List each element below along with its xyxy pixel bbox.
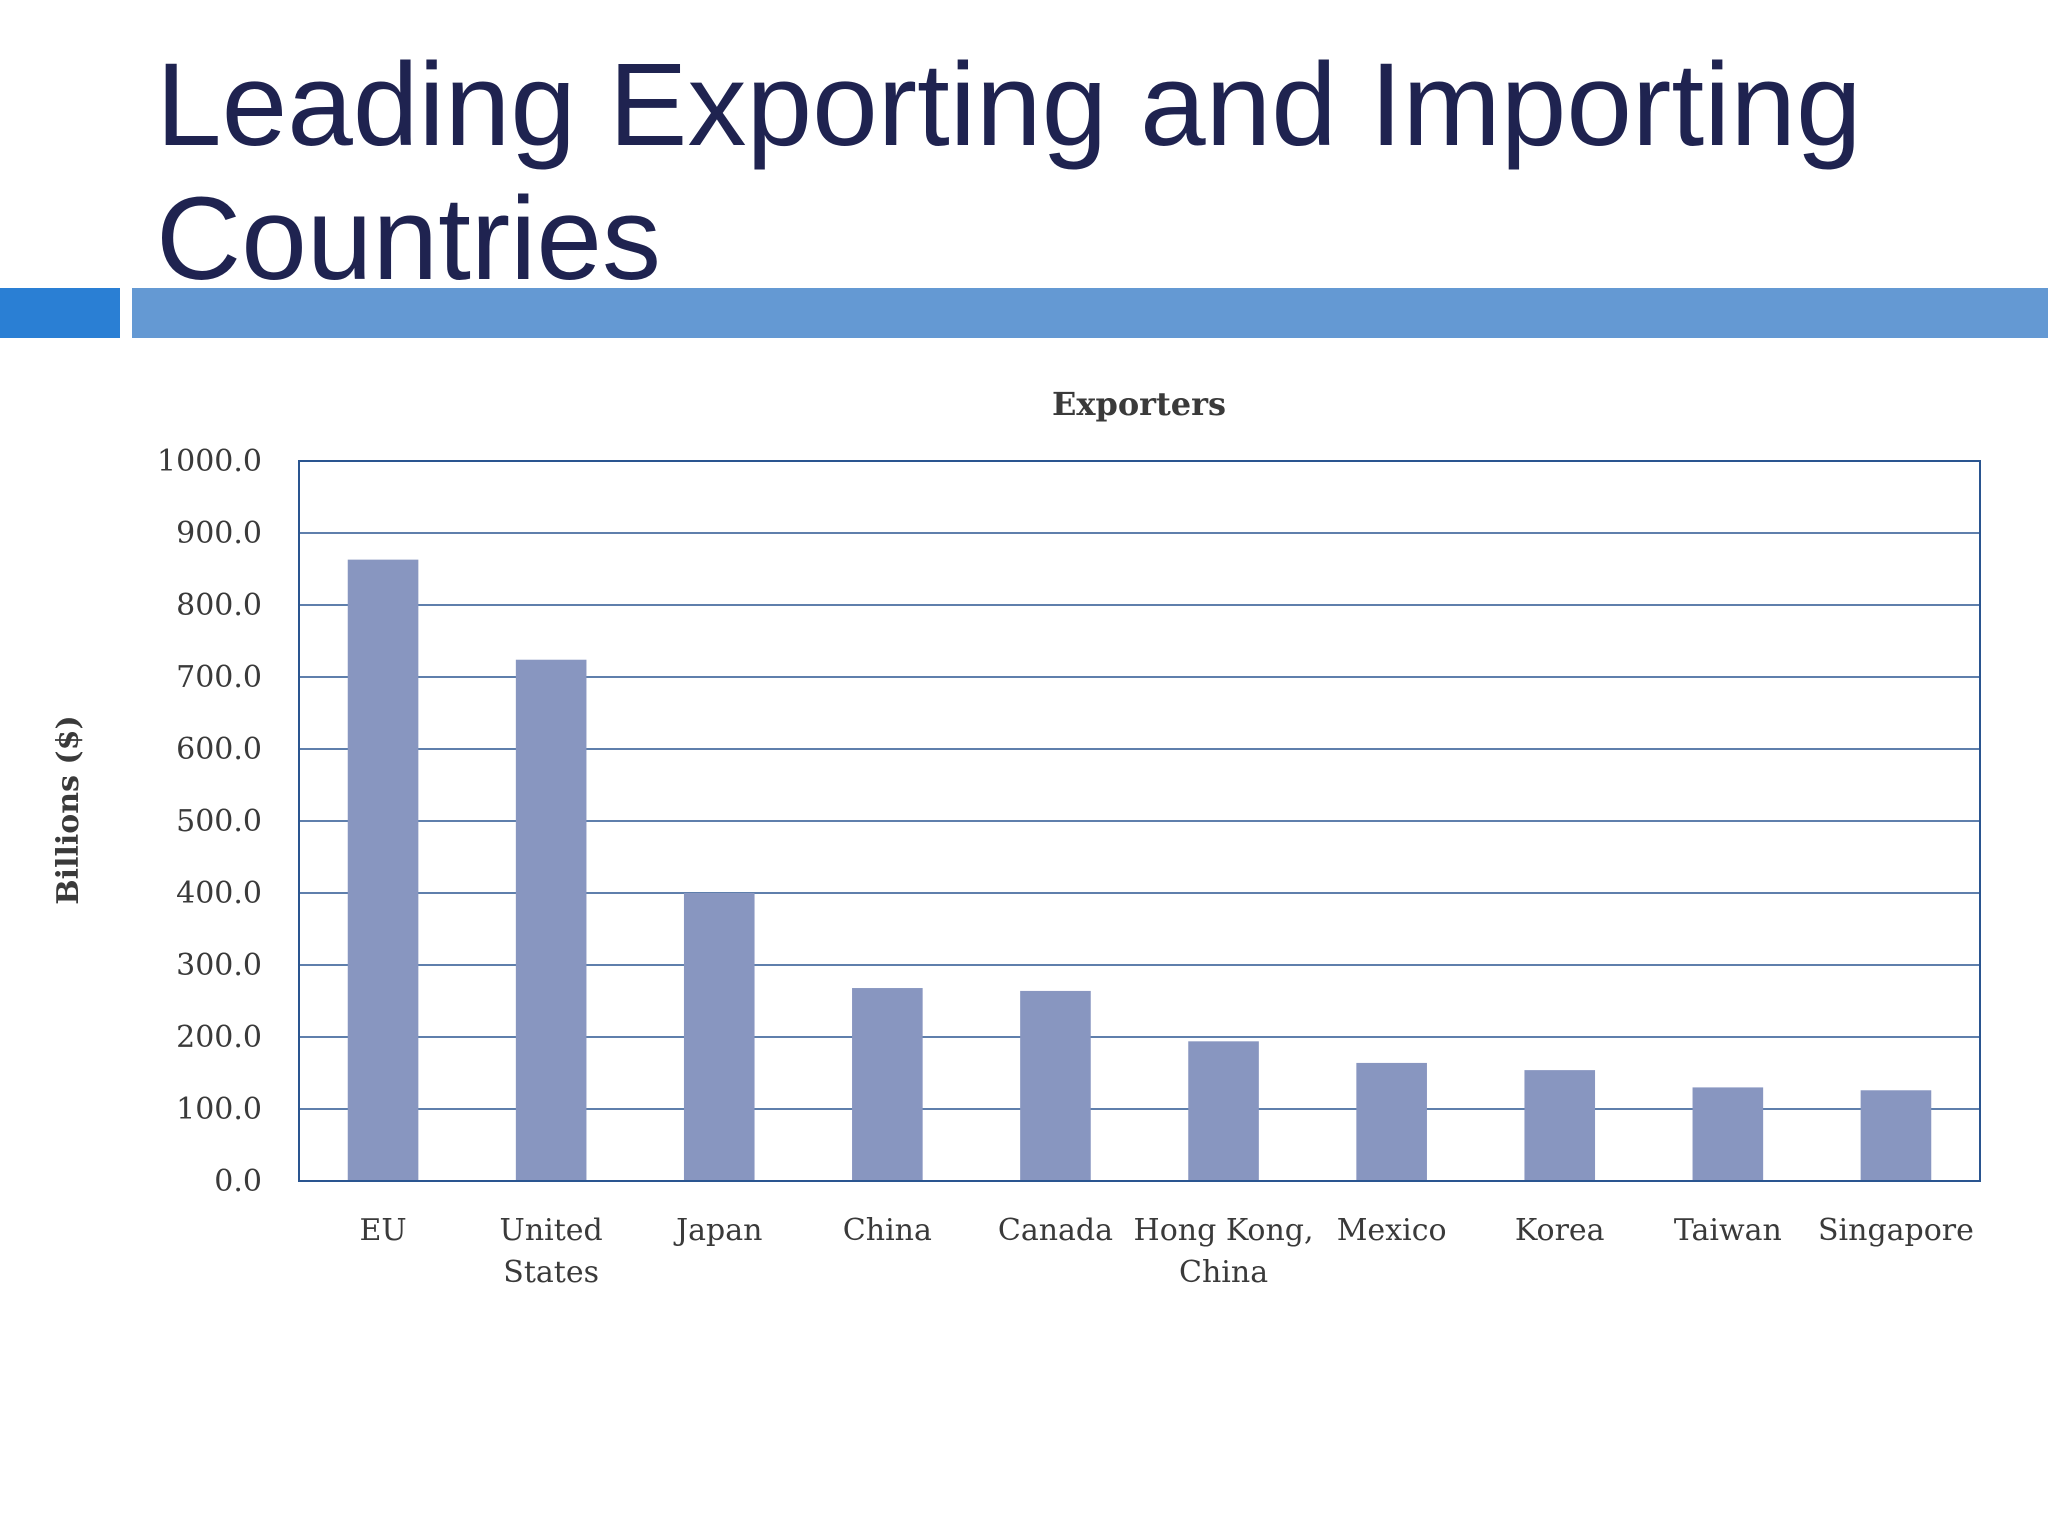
bar [515,659,587,1181]
y-tick-label: 700.0 [176,660,262,695]
bar [1356,1062,1427,1181]
y-tick-label: 100.0 [176,1092,262,1127]
y-tick-label: 300.0 [176,948,262,983]
x-tick-label: Hong Kong, [1134,1213,1314,1248]
plot-area [298,460,1981,1182]
bar [852,988,923,1181]
x-tick-label: United [500,1213,603,1248]
slide-title: Leading Exporting and Importing Countrie… [156,39,1862,305]
bar [1860,1090,1932,1181]
y-tick-label: 400.0 [176,876,262,911]
x-tick-label: States [503,1255,599,1290]
bar [1524,1070,1596,1181]
title-accent-bar [132,288,2048,338]
bar [683,893,755,1181]
y-tick-label: 0.0 [214,1164,262,1199]
y-tick-label: 800.0 [176,588,262,623]
chart-title: Exporters [1052,385,1226,423]
x-tick-label: Japan [673,1213,762,1248]
y-tick-label: 200.0 [176,1020,262,1055]
x-tick-labels: EU United States Japan China Canada Hong Kong,… [359,1213,1973,1290]
x-tick-label: China [1179,1255,1268,1290]
y-tick-labels: 0.0 100.0 200.0 300.0 400.0 500.0 600.0 700.0 80… [157,444,262,1199]
bar [347,559,419,1181]
x-tick-label: Taiwan [1674,1213,1782,1248]
x-tick-label: China [843,1213,932,1248]
bars [347,559,1932,1181]
y-tick-label: 1000.0 [157,444,262,479]
title-accent-block [0,288,120,338]
y-axis-label: Billions ($) [51,715,86,904]
bar [1020,990,1091,1181]
x-tick-label: Singapore [1818,1213,1974,1248]
bar [1188,1041,1259,1181]
x-tick-label: Mexico [1337,1213,1447,1248]
y-tick-label: 500.0 [176,804,262,839]
x-tick-label: EU [359,1213,406,1248]
y-tick-label: 900.0 [176,516,262,551]
y-tick-label: 600.0 [176,732,262,767]
exporters-bar-chart: 0.0 100.0 200.0 300.0 400.0 500.0 600.0 700.0 80… [51,385,1981,1290]
bar [1692,1087,1764,1181]
x-tick-label: Canada [998,1213,1113,1248]
x-tick-label: Korea [1515,1213,1605,1248]
